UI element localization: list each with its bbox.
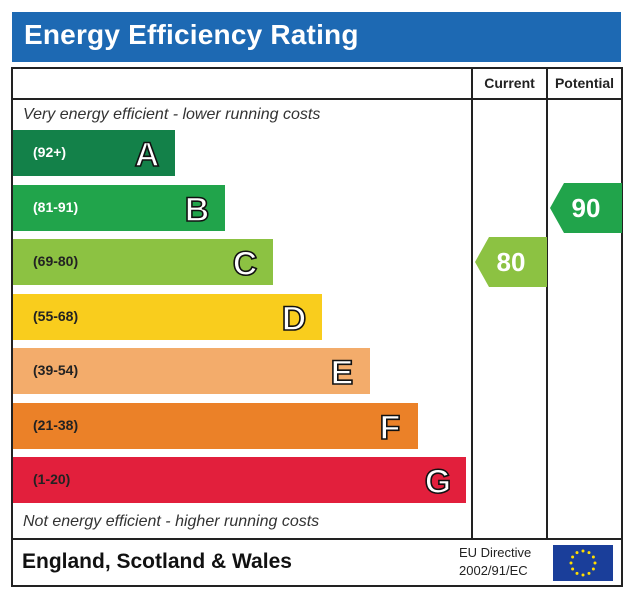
band-a-letter: A — [134, 135, 160, 175]
current-rating-arrow: 80 — [475, 237, 547, 287]
band-b-range: (81-91) — [33, 198, 79, 215]
band-d: (55-68) D — [13, 293, 322, 340]
eu-star — [571, 555, 575, 559]
band-g-letter-text: G — [425, 463, 451, 501]
potential-rating-arrow: 90 — [550, 182, 622, 233]
rating-table: Current Potential Very energy efficient … — [11, 67, 623, 540]
eu-star — [587, 571, 591, 575]
band-b: (81-91) B — [13, 184, 225, 231]
band-a: (92+) A — [13, 130, 175, 176]
band-f-letter: F — [379, 408, 401, 448]
band-a-letter-text: A — [135, 136, 160, 174]
current-column-header: Current — [484, 75, 535, 91]
top-caption: Very energy efficient - lower running co… — [23, 106, 321, 123]
band-d-range: (55-68) — [33, 307, 79, 324]
page-title: Energy Efficiency Rating — [24, 19, 359, 50]
eu-star — [575, 551, 579, 555]
current-arrow-shape — [475, 237, 547, 287]
band-e-range: (39-54) — [33, 362, 79, 378]
band-f: (21-38) F — [13, 402, 418, 449]
potential-column-divider — [546, 69, 548, 538]
band-f-letter-text: F — [380, 409, 401, 447]
band-c-letter-text: C — [233, 245, 258, 283]
eu-flag-icon — [553, 545, 613, 581]
band-g-letter: G — [424, 462, 452, 502]
eu-flag-stars — [569, 549, 597, 577]
band-g: (1-20) G — [13, 457, 466, 503]
eu-star — [591, 555, 595, 559]
band-e-letter: E — [330, 353, 354, 393]
band-c-range: (69-80) — [33, 253, 79, 269]
band-f-range: (21-38) — [33, 416, 79, 433]
band-b-letter-text: B — [185, 191, 210, 229]
band-d-letter: D — [281, 299, 307, 339]
band-b-letter: B — [184, 190, 210, 230]
eu-star — [569, 561, 573, 565]
potential-rating-value: 90 — [572, 193, 601, 223]
directive-line-2: 2002/91/EC — [459, 563, 528, 578]
eu-directive: EU Directive 2002/91/EC — [459, 544, 531, 580]
band-e: (39-54) E — [13, 348, 370, 394]
band-c-letter: C — [232, 244, 258, 284]
region-label: England, Scotland & Wales — [22, 550, 292, 573]
eu-star — [593, 561, 597, 565]
title-bar: Energy Efficiency Rating — [12, 12, 621, 62]
eu-star — [581, 573, 585, 577]
footer: England, Scotland & Wales EU Directive 2… — [11, 538, 623, 587]
current-column-divider — [471, 69, 473, 538]
eu-star — [575, 571, 579, 575]
current-rating-value: 80 — [497, 247, 526, 277]
band-a-range: (92+) — [33, 144, 67, 160]
band-e-letter-text: E — [331, 354, 354, 392]
directive-line-1: EU Directive — [459, 545, 532, 560]
eu-star — [571, 567, 575, 571]
band-g-range: (1-20) — [33, 471, 71, 487]
band-d-letter-text: D — [282, 300, 307, 338]
eu-star — [591, 567, 595, 571]
band-c: (69-80) C — [13, 239, 273, 285]
bottom-caption: Not energy efficient - higher running co… — [23, 513, 320, 530]
eu-star — [587, 551, 591, 555]
potential-column-header: Potential — [554, 75, 615, 91]
header-row-divider — [13, 98, 621, 100]
potential-arrow-shape — [550, 182, 622, 233]
eu-star — [581, 549, 585, 553]
